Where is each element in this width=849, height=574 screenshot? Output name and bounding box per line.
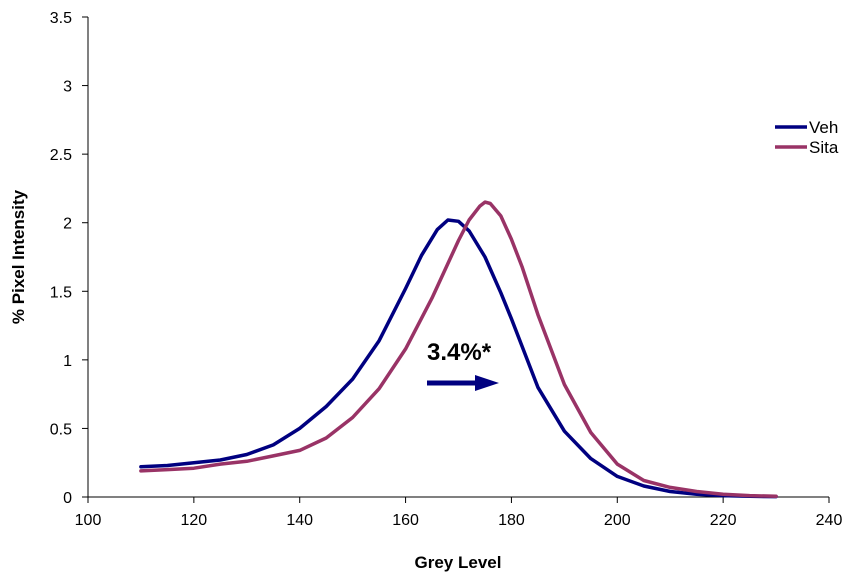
ticks: 100 120 140 160 180 200 220 240 0 0.5 1 1.5 2 2.5 3 3.5 <box>50 10 843 529</box>
series-line-veh <box>139 218 778 499</box>
legend-label-veh: Veh <box>809 118 838 137</box>
y-tick-label: 3 <box>63 79 72 96</box>
y-tick-label: 0.5 <box>50 421 72 438</box>
series-lines <box>139 200 778 499</box>
x-axis-title: Grey Level <box>415 553 502 572</box>
annotation: 3.4%* <box>427 339 499 391</box>
x-tick-label: 220 <box>710 512 737 529</box>
y-tick-label: 1 <box>63 353 72 370</box>
y-tick-label: 0 <box>63 490 72 507</box>
x-tick-label: 100 <box>75 512 102 529</box>
x-tick-label: 240 <box>816 512 843 529</box>
y-tick-label: 3.5 <box>50 10 72 27</box>
y-tick-label: 2 <box>63 216 72 233</box>
x-tick-label: 160 <box>392 512 419 529</box>
y-tick-label: 2.5 <box>50 147 72 164</box>
y-axis-title: % Pixel Intensity <box>9 189 28 324</box>
x-tick-label: 200 <box>604 512 631 529</box>
annotation-arrow-head <box>475 375 499 391</box>
x-tick-label: 140 <box>286 512 313 529</box>
series-line-sita <box>139 200 778 499</box>
x-tick-label: 120 <box>181 512 208 529</box>
x-tick-label: 180 <box>498 512 525 529</box>
annotation-text: 3.4%* <box>427 339 492 366</box>
y-tick-label: 1.5 <box>50 284 72 301</box>
axes <box>87 17 829 498</box>
legend-label-sita: Sita <box>809 138 839 157</box>
